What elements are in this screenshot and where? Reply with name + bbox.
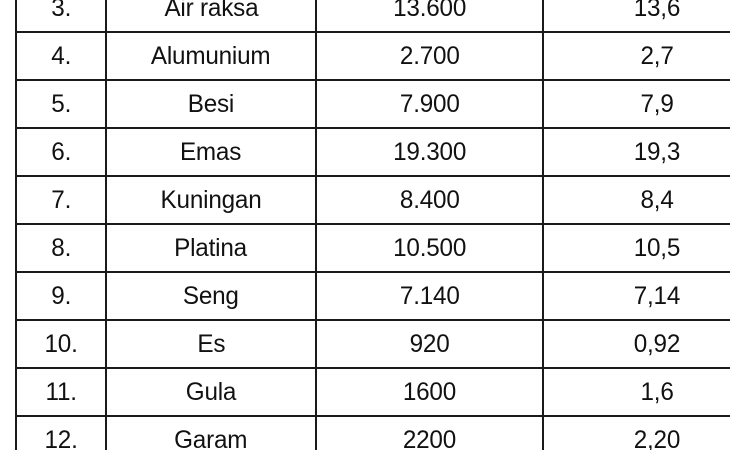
table-cell-no: 12.: [15, 415, 107, 450]
cell-text: 7,9: [640, 89, 674, 118]
table-cell-nilai2: 7,14: [542, 271, 730, 321]
table-row: 8. Platina 10.500 10,5: [15, 223, 730, 273]
cell-text: 1600: [402, 377, 457, 406]
table-row: 4. Alumunium 2.700 2,7: [15, 31, 730, 81]
table-cell-nilai1: 7.140: [315, 271, 544, 321]
table-cell-nama: Garam: [105, 415, 317, 450]
table-cell-nilai2: 1,6: [542, 367, 730, 417]
table-body: 3. Air raksa 13.600 13,6 4. Alumunium 2.700 2,7…: [15, 0, 730, 450]
cell-text: 8.400: [399, 185, 460, 214]
cell-text: 920: [409, 329, 450, 358]
cell-text: 13.600: [392, 0, 466, 22]
cell-text: 12.: [44, 425, 78, 450]
table-cell-nilai1: 2200: [315, 415, 544, 450]
table-cell-nilai1: 10.500: [315, 223, 544, 273]
cell-text: Seng: [183, 281, 239, 310]
table-cell-nilai2: 0,92: [542, 319, 730, 369]
table-cell-no: 6.: [15, 127, 107, 177]
table-cell-no: 8.: [15, 223, 107, 273]
table-row: 11. Gula 1600 1,6: [15, 367, 730, 417]
table-cell-nilai2: 7,9: [542, 79, 730, 129]
cell-text: Es: [197, 329, 225, 358]
table-cell-nama: Air raksa: [105, 0, 317, 33]
cell-text: 8,4: [640, 185, 674, 214]
table-cell-no: 5.: [15, 79, 107, 129]
table-cell-nilai1: 19.300: [315, 127, 544, 177]
table-cell-nilai2: 19,3: [542, 127, 730, 177]
table-row: 9. Seng 7.140 7,14: [15, 271, 730, 321]
cell-text: Platina: [174, 233, 248, 262]
cell-text: 7.900: [399, 89, 460, 118]
table-cell-nilai1: 2.700: [315, 31, 544, 81]
table-row: 10. Es 920 0,92: [15, 319, 730, 369]
cell-text: Alumunium: [151, 41, 271, 70]
table-cell-no: 4.: [15, 31, 107, 81]
table-cell-nilai2: 2,20: [542, 415, 730, 450]
table-cell-no: 11.: [15, 367, 107, 417]
cell-text: 2.700: [399, 41, 460, 70]
cell-text: 3.: [51, 0, 71, 22]
table-cell-no: 9.: [15, 271, 107, 321]
cell-text: Besi: [187, 89, 235, 118]
cell-text: 19,3: [633, 137, 681, 166]
cell-text: 2200: [402, 425, 457, 450]
table-cell-nilai1: 1600: [315, 367, 544, 417]
table-cell-nama: Besi: [105, 79, 317, 129]
table-row: 5. Besi 7.900 7,9: [15, 79, 730, 129]
table-cell-nama: Kuningan: [105, 175, 317, 225]
cell-text: 6.: [51, 137, 71, 166]
table-row: 12. Garam 2200 2,20: [15, 415, 730, 450]
table-cell-nama: Emas: [105, 127, 317, 177]
cell-text: 10.500: [392, 233, 466, 262]
cell-text: 10,5: [633, 233, 681, 262]
table-cell-nama: Seng: [105, 271, 317, 321]
table-cell-no: 10.: [15, 319, 107, 369]
table-cell-no: 7.: [15, 175, 107, 225]
cell-text: 2,20: [633, 425, 681, 450]
table-cell-nilai2: 2,7: [542, 31, 730, 81]
cell-text: Gula: [185, 377, 237, 406]
cell-text: 2,7: [640, 41, 674, 70]
cell-text: 11.: [45, 377, 77, 406]
cell-text: 19.300: [392, 137, 466, 166]
table-cell-nama: Es: [105, 319, 317, 369]
cell-text: 7.140: [399, 281, 460, 310]
table-cell-nama: Alumunium: [105, 31, 317, 81]
table-cell-nilai2: 8,4: [542, 175, 730, 225]
cell-text: 8.: [51, 233, 71, 262]
table-cell-no: 3.: [15, 0, 107, 33]
cell-text: 9.: [51, 281, 71, 310]
cell-text: 10.: [44, 329, 78, 358]
table-row: 6. Emas 19.300 19,3: [15, 127, 730, 177]
table-row: 7. Kuningan 8.400 8,4: [15, 175, 730, 225]
cell-text: 0,92: [633, 329, 681, 358]
table-cell-nama: Gula: [105, 367, 317, 417]
cell-text: 1,6: [640, 377, 674, 406]
cell-text: 7.: [51, 185, 71, 214]
table-cell-nilai2: 13,6: [542, 0, 730, 33]
table-row: 3. Air raksa 13.600 13,6: [15, 0, 730, 33]
cell-text: Emas: [180, 137, 242, 166]
cell-text: 13,6: [633, 0, 681, 22]
table-cell-nilai1: 7.900: [315, 79, 544, 129]
table-cell-nilai1: 13.600: [315, 0, 544, 33]
table-viewport: 3. Air raksa 13.600 13,6 4. Alumunium 2.700 2,7…: [15, 0, 730, 450]
table-cell-nama: Platina: [105, 223, 317, 273]
cell-text: 5.: [51, 89, 71, 118]
density-table: 3. Air raksa 13.600 13,6 4. Alumunium 2.700 2,7…: [15, 0, 730, 450]
table-cell-nilai2: 10,5: [542, 223, 730, 273]
cell-text: Garam: [174, 425, 248, 450]
table-cell-nilai1: 920: [315, 319, 544, 369]
cell-text: Air raksa: [164, 0, 258, 22]
cell-text: 4.: [51, 41, 71, 70]
table-cell-nilai1: 8.400: [315, 175, 544, 225]
cell-text: 7,14: [633, 281, 681, 310]
cell-text: Kuningan: [160, 185, 262, 214]
